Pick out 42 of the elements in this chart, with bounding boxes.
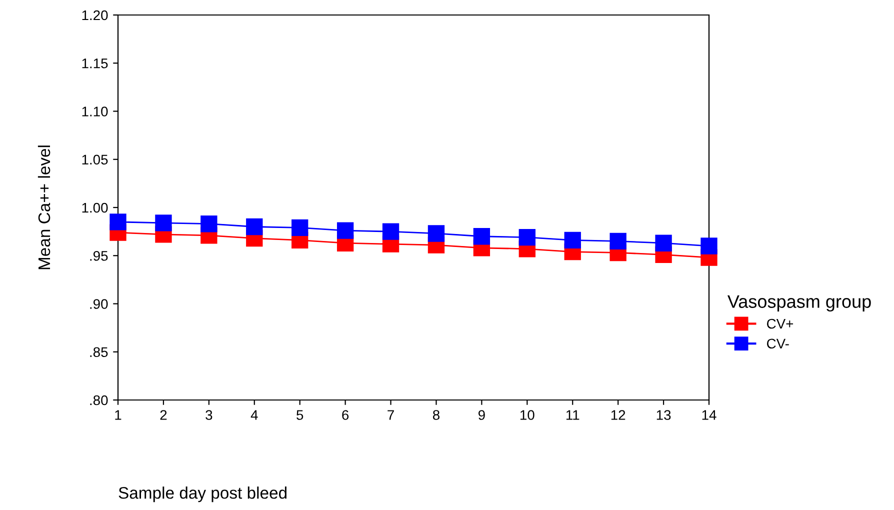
x-tick-label: 1 [115,410,122,420]
x-tick-label: 6 [342,410,349,420]
legend-label: CV- [767,338,789,349]
y-tick-label: 1.00 [82,202,108,213]
point [655,234,672,252]
x-tick-label: 8 [432,410,440,420]
point [292,219,308,236]
point [473,228,490,245]
y-tick-label: 1.20 [82,10,108,20]
x-tick-label: 10 [520,410,534,420]
x-tick-label: 11 [566,410,580,420]
y-tick-label: .95 [90,250,108,261]
x-tick-label: 12 [611,410,626,420]
point [336,222,354,239]
y-axis-title: Mean Ca++ level [38,146,50,270]
y-tick-label: 1.10 [82,106,108,116]
x-tick-label: 5 [296,410,304,420]
point [155,214,172,232]
x-tick-label: 13 [656,410,671,420]
point [428,225,445,242]
x-tick-label: 7 [388,410,394,420]
legend-title: Vasospasm group [727,295,871,312]
point [200,216,218,232]
x-tick-label: 9 [478,410,485,420]
y-tick-label: 1.05 [82,154,108,165]
x-axis-title: Sample day post bleed [118,486,286,502]
point [564,232,581,249]
point [246,218,263,236]
point [518,229,536,246]
x-tick-label: 2 [160,410,167,420]
y-tick-label: .80 [90,395,108,406]
legend-label: CV+ [767,318,794,329]
point [700,238,718,254]
y-tick-label: .85 [90,347,108,358]
point [382,223,400,240]
y-tick-label: .90 [90,299,108,309]
point [110,214,126,230]
x-tick-label: 14 [702,410,716,420]
y-tick-label: 1.15 [82,58,108,68]
point [610,232,626,250]
x-tick-label: 3 [206,410,212,420]
x-tick-label: 4 [250,410,258,420]
